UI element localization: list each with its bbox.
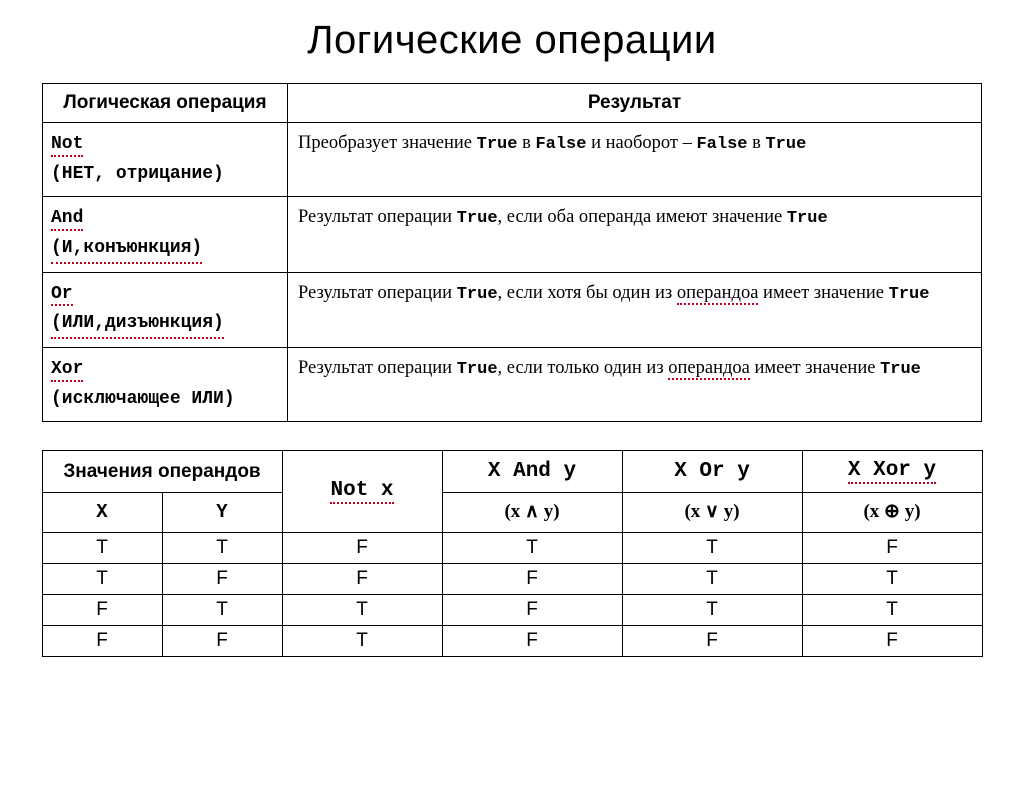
t2-sub-or: (x ∨ y): [622, 493, 802, 533]
op-not-result: Преобразует значение True в False и наоб…: [288, 123, 982, 197]
table-row: TF FF TT: [42, 564, 982, 595]
t2-header-notx: Not x: [282, 451, 442, 533]
op-and-desc: (И,конъюнкция): [51, 235, 202, 264]
t2-sub-y: Y: [162, 493, 282, 533]
table-row: Or (ИЛИ,дизъюнкция) Результат операции T…: [43, 272, 982, 348]
op-xor-result: Результат операции True, если только оди…: [288, 348, 982, 422]
t2-header-xor: X Xor y: [802, 451, 982, 493]
op-not-desc-l: (НЕТ,: [51, 164, 105, 184]
table-row: FF TF FF: [42, 626, 982, 657]
t2-sub-x: X: [42, 493, 162, 533]
op-not-desc-r: отрицание): [116, 164, 224, 184]
page-title: Логические операции: [0, 18, 1024, 63]
t2-header-operands: Значения операндов: [42, 451, 282, 493]
op-not-name: Not: [51, 135, 83, 157]
t2-header-or: X Or y: [622, 451, 802, 493]
t1-header-res: Результат: [288, 84, 982, 123]
table-row: FT TF TT: [42, 595, 982, 626]
op-xor-desc: (исключающее ИЛИ): [51, 386, 235, 413]
op-xor-name: Xor: [51, 360, 83, 382]
op-or-name: Or: [51, 285, 73, 307]
table-row: And (И,конъюнкция) Результат операции Tr…: [43, 196, 982, 272]
t2-header-and: X And y: [442, 451, 622, 493]
t2-sub-xor: (x ⊕ y): [802, 493, 982, 533]
table-row: Xor (исключающее ИЛИ) Результат операции…: [43, 348, 982, 422]
operations-table: Логическая операция Результат Not (НЕТ, …: [42, 83, 982, 422]
table-row: TT FT TF: [42, 533, 982, 564]
table-row: Not (НЕТ, отрицание) Преобразует значени…: [43, 123, 982, 197]
t1-header-op: Логическая операция: [43, 84, 288, 123]
t2-sub-and: (x ∧ y): [442, 493, 622, 533]
op-and-result: Результат операции True, если оба операн…: [288, 196, 982, 272]
op-or-result: Результат операции True, если хотя бы од…: [288, 272, 982, 348]
op-or-desc: (ИЛИ,дизъюнкция): [51, 310, 224, 339]
op-and-name: And: [51, 209, 83, 231]
truth-table: Значения операндов Not x X And y X Or y …: [42, 450, 983, 657]
